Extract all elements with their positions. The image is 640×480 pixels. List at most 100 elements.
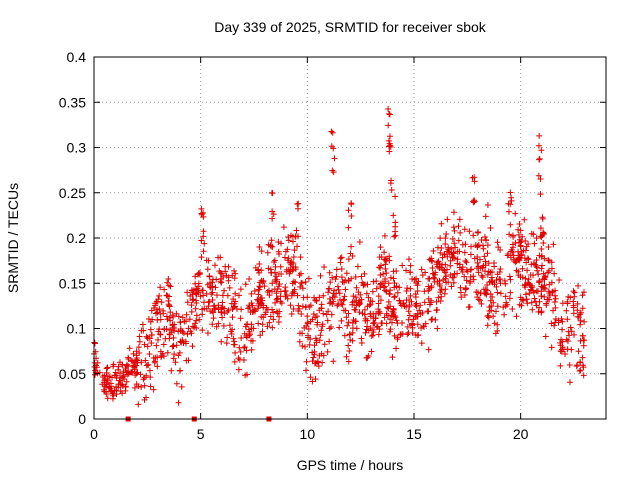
data-point (419, 272, 426, 279)
data-point (229, 314, 236, 321)
data-point (230, 335, 237, 342)
data-point (518, 302, 525, 309)
data-point (380, 270, 387, 277)
data-point (546, 257, 553, 264)
data-point (340, 297, 347, 304)
data-point (382, 287, 389, 294)
data-point (318, 327, 325, 334)
data-point (397, 300, 404, 307)
data-point (274, 310, 281, 317)
grid (94, 57, 606, 419)
data-point (524, 267, 531, 274)
data-point (269, 324, 276, 331)
data-point (195, 270, 202, 277)
data-point (387, 303, 394, 310)
data-point (391, 294, 398, 301)
data-point (200, 228, 207, 235)
data-point (506, 295, 513, 302)
data-point (305, 326, 312, 333)
y-tick-label: 0.3 (67, 140, 87, 156)
data-point (451, 227, 458, 234)
data-point (507, 276, 514, 283)
data-point (487, 290, 494, 297)
data-point (260, 277, 267, 284)
data-point (206, 298, 213, 305)
data-point (237, 286, 244, 293)
data-point (508, 246, 515, 253)
data-point (328, 311, 335, 318)
data-point (577, 309, 584, 316)
data-point (474, 259, 481, 266)
data-point (557, 348, 564, 355)
data-point (447, 257, 454, 264)
data-point (163, 313, 170, 320)
data-point (580, 372, 587, 379)
data-point (237, 315, 244, 322)
data-point (147, 383, 154, 390)
data-point (557, 339, 564, 346)
data-point (566, 379, 573, 386)
data-point (278, 240, 285, 247)
data-point (357, 291, 364, 298)
data-point (477, 265, 484, 272)
data-point (537, 233, 544, 240)
data-point (150, 354, 157, 361)
data-point (489, 268, 496, 275)
data-point (360, 282, 367, 289)
data-point (170, 343, 177, 350)
data-point (451, 255, 458, 262)
data-point (381, 249, 388, 256)
data-point (269, 215, 276, 222)
data-point (336, 290, 343, 297)
data-point (306, 303, 313, 310)
data-point (539, 215, 546, 222)
data-point (288, 292, 295, 299)
data-point (377, 281, 384, 288)
data-point (250, 325, 257, 332)
data-point (387, 326, 394, 333)
data-point (105, 384, 112, 391)
data-point (535, 142, 542, 149)
data-point (290, 253, 297, 260)
data-point (345, 358, 352, 365)
data-point (294, 205, 301, 212)
data-point (399, 262, 406, 269)
data-point (570, 331, 577, 338)
data-point (329, 167, 336, 174)
data-point (387, 287, 394, 294)
data-point (256, 296, 263, 303)
data-point (198, 211, 205, 218)
data-point (365, 294, 372, 301)
data-point (221, 310, 228, 317)
data-point (215, 320, 222, 327)
data-point (199, 287, 206, 294)
data-point (450, 249, 457, 256)
data-point (147, 326, 154, 333)
data-point (552, 295, 559, 302)
data-point (481, 234, 488, 241)
data-point (497, 266, 504, 273)
data-point (535, 271, 542, 278)
chart-title: Day 339 of 2025, SRMTID for receiver sbo… (214, 19, 487, 35)
data-point (541, 276, 548, 283)
data-point (399, 319, 406, 326)
data-point (325, 289, 332, 296)
data-point (192, 305, 199, 312)
data-point (198, 205, 205, 212)
data-point (385, 298, 392, 305)
data-point (319, 321, 326, 328)
data-point (336, 324, 343, 331)
data-point (143, 372, 150, 379)
data-point (240, 357, 247, 364)
data-point (197, 293, 204, 300)
data-point (390, 268, 397, 275)
data-point (248, 346, 255, 353)
data-point (312, 376, 319, 383)
data-point (449, 274, 456, 281)
data-point (229, 326, 236, 333)
data-point (532, 261, 539, 268)
y-tick-label: 0.15 (59, 275, 86, 291)
data-point (502, 293, 509, 300)
data-point (438, 293, 445, 300)
data-point (180, 339, 187, 346)
